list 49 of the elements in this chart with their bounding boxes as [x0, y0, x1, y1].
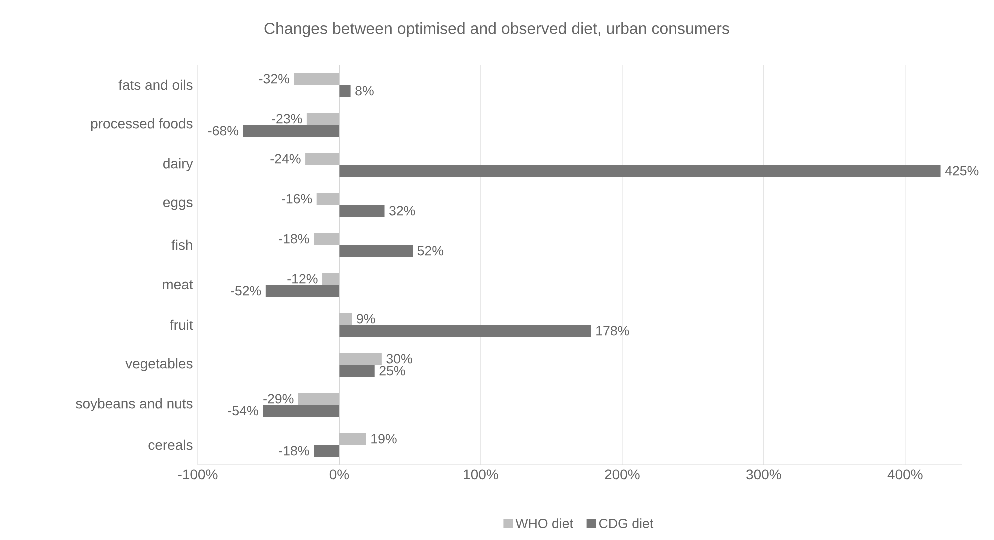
data-label: -68% — [208, 126, 239, 136]
bar — [339, 325, 592, 337]
y-tick-label: vegetables — [126, 358, 193, 372]
x-tick-label: 100% — [464, 470, 498, 480]
y-tick-label: processed foods — [91, 118, 193, 132]
data-label: 425% — [945, 166, 979, 176]
y-tick-label: fish — [172, 240, 192, 250]
chart-title: Changes between optimised and observed diet, urban consumers — [264, 22, 730, 38]
data-label: 9% — [357, 314, 376, 324]
data-label: 52% — [418, 246, 444, 256]
data-label: 25% — [380, 366, 406, 376]
y-tick-label: cereals — [148, 440, 193, 450]
data-label: -29% — [264, 394, 294, 404]
bar — [263, 405, 340, 417]
y-tick-label: fats and oils — [118, 80, 193, 90]
y-tick-label: soybeans and nuts — [76, 398, 193, 412]
bar — [314, 445, 340, 457]
data-label: 32% — [390, 206, 416, 216]
data-label: 19% — [372, 434, 397, 444]
data-label: -32% — [259, 74, 290, 84]
data-label: 30% — [386, 354, 412, 364]
data-label: -12% — [288, 274, 318, 284]
y-tick-label: eggs — [164, 200, 193, 210]
data-label: -52% — [231, 286, 262, 296]
bar — [339, 364, 375, 377]
data-label: -18% — [279, 234, 310, 244]
bar — [243, 124, 340, 137]
data-label: 8% — [356, 86, 374, 96]
y-tick-label: fruit — [170, 320, 194, 330]
x-tick-label: -100% — [178, 470, 218, 480]
data-label: -24% — [270, 154, 301, 164]
bar — [266, 285, 340, 297]
bar — [339, 84, 351, 97]
data-label: -54% — [228, 406, 258, 416]
bar — [339, 164, 941, 177]
y-tick-label: meat — [163, 280, 194, 290]
x-tick-label: 400% — [888, 470, 923, 480]
y-tick-label: dairy — [164, 158, 194, 172]
data-label: -16% — [282, 194, 312, 204]
legend-label: WHO diet — [516, 518, 574, 528]
data-label: -18% — [279, 446, 310, 456]
bar — [339, 244, 414, 257]
x-tick-label: 300% — [746, 470, 782, 480]
x-tick-label: 0% — [330, 470, 350, 480]
data-label: -23% — [272, 114, 302, 124]
data-label: 178% — [596, 326, 630, 336]
legend-label: CDG diet — [599, 518, 654, 528]
bar — [339, 205, 385, 217]
x-tick-label: 200% — [605, 470, 640, 480]
